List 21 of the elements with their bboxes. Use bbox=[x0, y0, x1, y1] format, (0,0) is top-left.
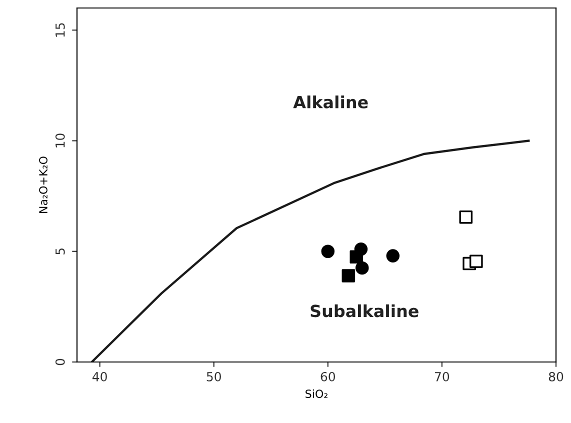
annotation: Subalkaline bbox=[310, 304, 418, 318]
point bbox=[386, 249, 400, 262]
point bbox=[321, 244, 335, 258]
annotation: Alkaline bbox=[293, 96, 368, 108]
y-axis-title: Na₂O+K₂O bbox=[39, 156, 48, 213]
point bbox=[470, 254, 483, 268]
point bbox=[350, 250, 364, 264]
line-series bbox=[90, 140, 530, 362]
point bbox=[459, 210, 473, 224]
y-tick-label: 10 bbox=[55, 134, 65, 148]
x-tick-label: 50 bbox=[206, 372, 221, 382]
y-tick-label: 0 bbox=[55, 358, 65, 366]
y-tick-label: 15 bbox=[56, 23, 65, 37]
x-tick-label: 60 bbox=[320, 372, 336, 382]
x-tick-label: 80 bbox=[548, 372, 564, 382]
point bbox=[342, 269, 356, 282]
x-axis-title: SiO₂ bbox=[306, 389, 328, 398]
point bbox=[355, 261, 369, 275]
x-tick-label: 40 bbox=[92, 372, 107, 382]
y-tick-label: 5 bbox=[56, 248, 65, 254]
x-tick-label: 70 bbox=[435, 372, 450, 382]
